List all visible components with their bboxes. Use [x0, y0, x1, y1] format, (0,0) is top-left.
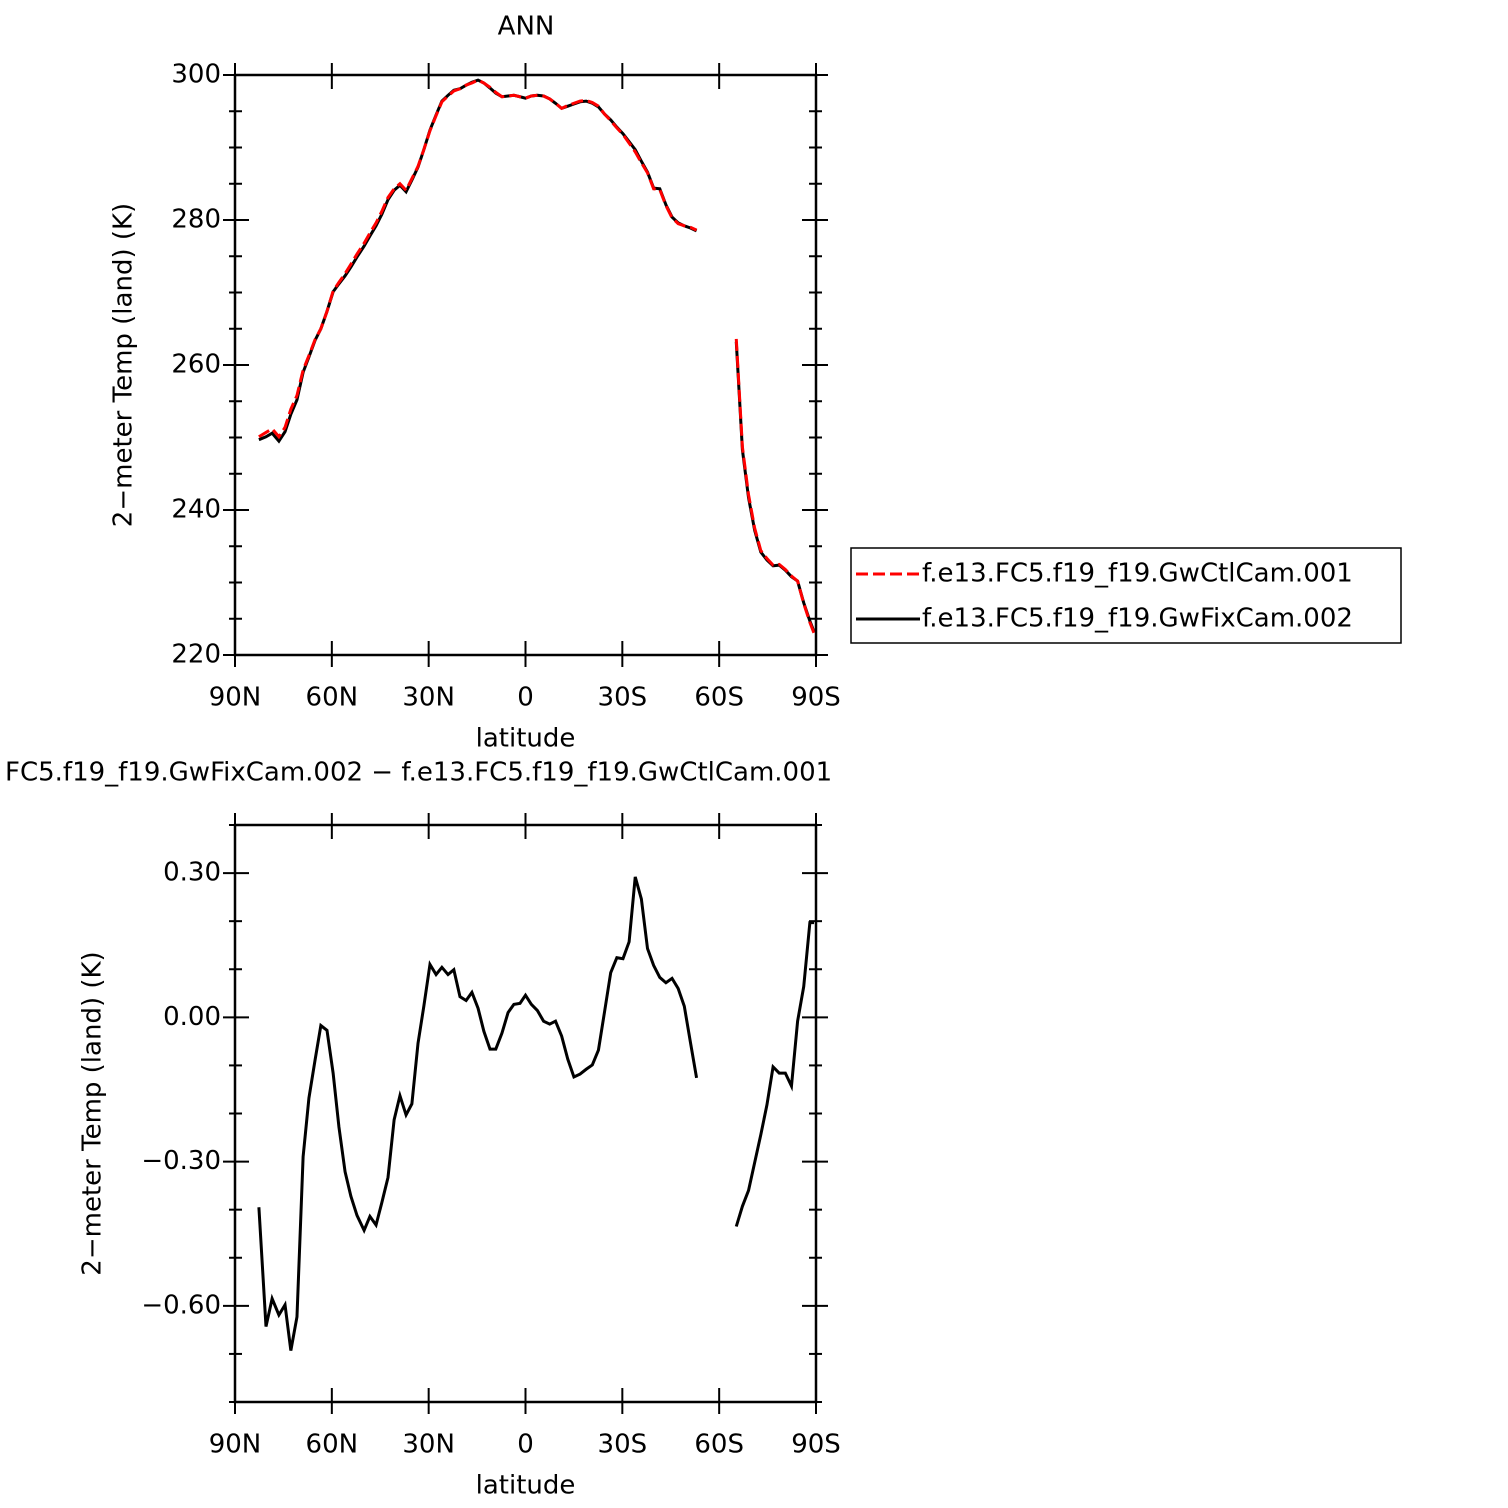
- x-tick-label: 30N: [402, 1430, 455, 1460]
- plot-frame: [233, 73, 818, 657]
- legend-label: f.e13.FC5.f19_f19.GwFixCam.002: [922, 604, 1353, 634]
- x-tick-label: 90S: [791, 683, 841, 713]
- x-axis-label: latitude: [476, 1471, 576, 1501]
- y-tick-label: 300: [171, 60, 221, 90]
- y-axis-label: 2−meter Temp (land) (K): [78, 951, 108, 1275]
- y-tick-label: 280: [171, 205, 221, 235]
- data-line: [258, 78, 816, 634]
- x-tick-label: 90N: [209, 1430, 262, 1460]
- y-tick-label: −0.60: [141, 1290, 221, 1320]
- x-tick-label: 60N: [306, 1430, 359, 1460]
- x-tick-label: 0: [517, 1430, 534, 1460]
- y-tick-label: 220: [171, 640, 221, 670]
- data-line: [258, 78, 816, 633]
- y-tick-label: 0.00: [163, 1002, 221, 1032]
- y-tick-label: −0.30: [141, 1146, 221, 1176]
- plot-frame: [233, 823, 818, 1404]
- x-tick-label: 30N: [402, 683, 455, 713]
- x-tick-label: 30S: [598, 1430, 648, 1460]
- x-axis-label: latitude: [476, 724, 576, 754]
- x-tick-label: 90N: [209, 683, 262, 713]
- x-tick-label: 90S: [791, 1430, 841, 1460]
- data-line: [257, 876, 815, 1351]
- x-tick-label: 30S: [598, 683, 648, 713]
- y-tick-label: 0.30: [163, 858, 221, 888]
- x-tick-label: 0: [517, 683, 534, 713]
- x-tick-label: 60S: [694, 683, 744, 713]
- x-tick-label: 60N: [306, 683, 359, 713]
- y-tick-label: 240: [171, 495, 221, 525]
- chart-title: FC5.f19_f19.GwFixCam.002 − f.e13.FC5.f19…: [5, 758, 832, 788]
- y-axis-label: 2−meter Temp (land) (K): [109, 203, 139, 527]
- y-tick-label: 260: [171, 350, 221, 380]
- chart-title: ANN: [498, 12, 555, 42]
- x-tick-label: 60S: [694, 1430, 744, 1460]
- legend-box: [850, 547, 1402, 644]
- legend-label: f.e13.FC5.f19_f19.GwCtlCam.001: [922, 559, 1353, 589]
